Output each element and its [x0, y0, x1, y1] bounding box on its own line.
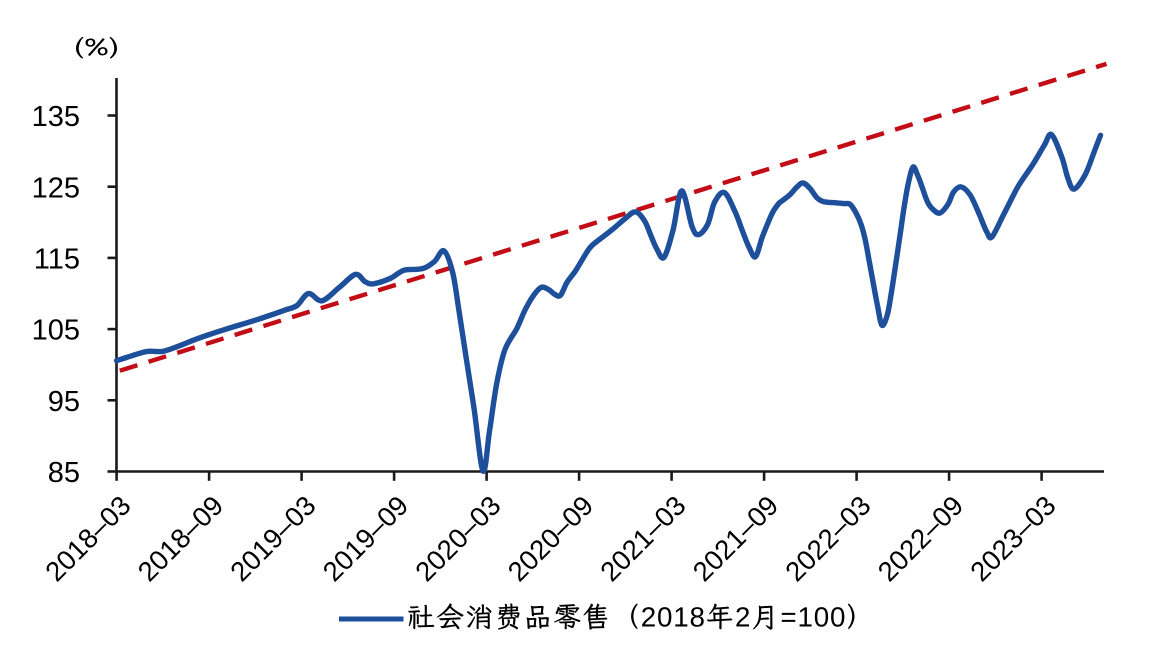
svg-text:95: 95: [48, 386, 80, 418]
svg-text:115: 115: [34, 244, 80, 276]
svg-text:85: 85: [48, 457, 80, 489]
svg-text:135: 135: [32, 101, 80, 133]
svg-text:125: 125: [32, 172, 80, 204]
svg-text:105: 105: [32, 315, 80, 347]
